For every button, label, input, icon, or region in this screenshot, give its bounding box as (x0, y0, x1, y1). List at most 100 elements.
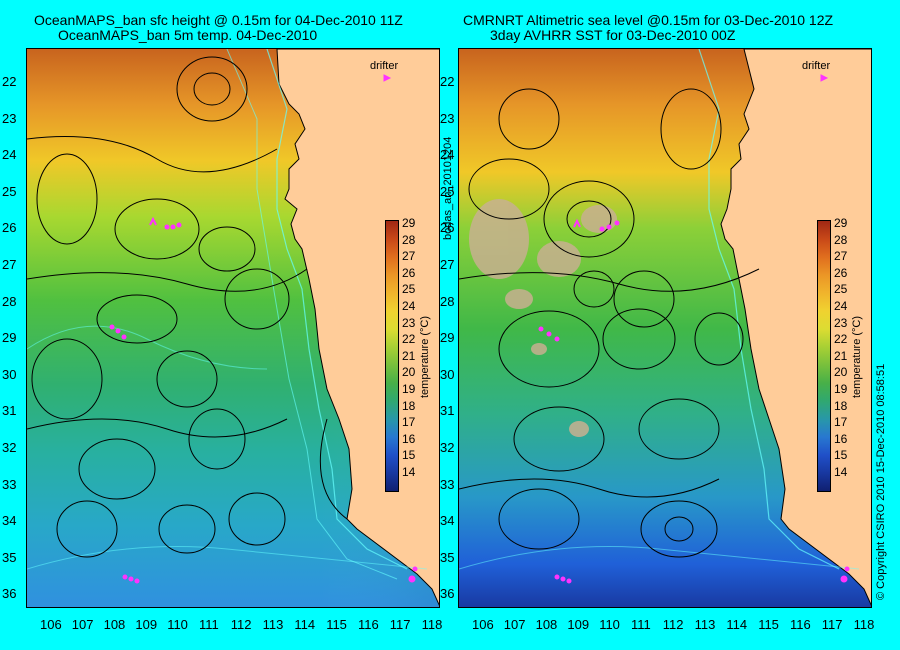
right-title-line2: 3day AVHRR SST for 03-Dec-2010 00Z (490, 27, 736, 43)
right-cb-tick-28: 28 (834, 232, 848, 247)
left-y-tick-26: 26 (2, 220, 17, 236)
right-x-tick-112: 112 (662, 617, 684, 632)
right-colorbar (817, 220, 831, 492)
right-cb-tick-14: 14 (834, 465, 848, 479)
right-x-tick-111: 111 (631, 617, 651, 632)
left-map-panel (26, 48, 440, 608)
left-x-tick-107: 107 (71, 617, 94, 632)
right-cb-tick-15: 15 (834, 448, 848, 463)
left-y-tick-33: 33 (2, 476, 17, 492)
right-y-tick-26: 26 (440, 220, 455, 236)
right-cb-tick-25: 25 (834, 282, 848, 297)
left-cb-tick-21: 21 (402, 348, 416, 363)
left-y-tick-34: 34 (2, 513, 17, 529)
left-y-tick-31: 31 (2, 403, 17, 419)
left-y-tick-36: 36 (2, 586, 17, 602)
left-cb-tick-19: 19 (402, 382, 416, 396)
right-cb-tick-24: 24 (834, 299, 848, 313)
right-y-tick-30: 30 (440, 366, 455, 382)
left-cb-tick-17: 17 (402, 415, 416, 430)
left-x-tick-112: 112 (230, 617, 252, 632)
left-cb-tick-28: 28 (402, 232, 416, 247)
right-y-tick-25: 25 (440, 183, 455, 199)
left-y-tick-25: 25 (2, 183, 17, 199)
copyright-label: © Copyright CSIRO 2010 15-Dec-2010 08:58… (875, 363, 887, 600)
left-x-tick-116: 116 (358, 617, 379, 632)
left-x-tick-113: 113 (262, 617, 284, 632)
right-cb-tick-29: 29 (834, 216, 848, 230)
left-cb-tick-29: 29 (402, 216, 416, 230)
run-id-label: bodas_an_20101204 (442, 136, 454, 240)
right-drifter-label: drifter (802, 60, 831, 72)
right-x-tick-106: 106 (472, 617, 494, 632)
left-cb-tick-22: 22 (402, 332, 416, 347)
left-cb-tick-26: 26 (402, 265, 416, 280)
left-drifter-label: drifter (370, 60, 399, 72)
right-x-tick-115: 115 (758, 617, 779, 632)
left-cb-tick-20: 20 (402, 365, 416, 380)
right-cb-tick-17: 17 (834, 415, 848, 430)
right-y-tick-36: 36 (440, 586, 455, 602)
right-x-tick-118: 118 (853, 617, 875, 632)
right-x-tick-117: 117 (821, 617, 843, 632)
right-y-tick-34: 34 (440, 513, 455, 529)
left-cb-tick-16: 16 (402, 431, 416, 446)
right-y-tick-33: 33 (440, 476, 455, 492)
left-x-tick-109: 109 (135, 617, 158, 632)
right-y-tick-29: 29 (440, 330, 455, 346)
left-x-tick-111: 111 (199, 617, 219, 632)
right-cb-tick-20: 20 (834, 365, 848, 380)
right-x-tick-109: 109 (567, 617, 590, 632)
right-cb-tick-22: 22 (834, 332, 848, 347)
right-title-line1: CMRNRT Altimetric sea level @0.15m for 0… (463, 12, 834, 28)
left-cb-tick-15: 15 (402, 448, 416, 463)
right-y-tick-31: 31 (440, 403, 455, 419)
right-colorbar-label: temperature (°C) (851, 315, 863, 398)
right-map-panel (458, 48, 872, 608)
left-y-tick-35: 35 (2, 549, 17, 565)
right-x-tick-113: 113 (694, 617, 716, 632)
right-x-tick-108: 108 (535, 617, 558, 632)
left-x-tick-117: 117 (389, 617, 411, 632)
left-y-tick-23: 23 (2, 110, 17, 126)
right-y-tick-32: 32 (440, 440, 455, 455)
right-y-tick-35: 35 (440, 549, 455, 565)
right-y-tick-28: 28 (440, 293, 455, 309)
right-x-tick-107: 107 (503, 617, 526, 632)
right-cb-tick-18: 18 (834, 398, 848, 413)
right-cb-tick-26: 26 (834, 265, 848, 280)
right-x-tick-114: 114 (726, 617, 748, 632)
left-y-tick-27: 27 (2, 257, 17, 272)
left-x-tick-106: 106 (40, 617, 62, 632)
left-y-tick-29: 29 (2, 330, 17, 346)
left-x-tick-115: 115 (326, 617, 347, 632)
right-y-tick-27: 27 (440, 257, 455, 272)
right-y-tick-22: 22 (440, 74, 455, 89)
left-y-tick-28: 28 (2, 293, 17, 309)
left-cb-tick-14: 14 (402, 465, 416, 479)
left-cb-tick-24: 24 (402, 299, 416, 313)
right-cb-tick-23: 23 (834, 315, 848, 330)
right-y-tick-24: 24 (440, 147, 455, 163)
left-colorbar-label: temperature (°C) (419, 315, 431, 398)
right-cb-tick-27: 27 (834, 249, 848, 264)
left-title-line1: OceanMAPS_ban sfc height @ 0.15m for 04-… (34, 12, 403, 28)
right-cb-tick-21: 21 (834, 348, 848, 363)
left-x-tick-114: 114 (294, 617, 316, 632)
left-cb-tick-25: 25 (402, 282, 416, 297)
left-cb-tick-18: 18 (402, 398, 416, 413)
left-title-line2: OceanMAPS_ban 5m temp. 04-Dec-2010 (58, 27, 318, 43)
left-cb-tick-27: 27 (402, 249, 416, 264)
right-x-tick-116: 116 (790, 617, 811, 632)
right-x-tick-110: 110 (599, 617, 620, 632)
left-y-tick-24: 24 (2, 147, 17, 163)
right-cb-tick-19: 19 (834, 382, 848, 396)
right-cb-tick-16: 16 (834, 431, 848, 446)
left-y-tick-30: 30 (2, 366, 17, 382)
left-x-tick-118: 118 (421, 617, 443, 632)
left-colorbar (385, 220, 399, 492)
right-y-tick-23: 23 (440, 110, 455, 126)
left-cb-tick-23: 23 (402, 315, 416, 330)
left-x-tick-110: 110 (167, 617, 188, 632)
left-x-tick-108: 108 (103, 617, 126, 632)
